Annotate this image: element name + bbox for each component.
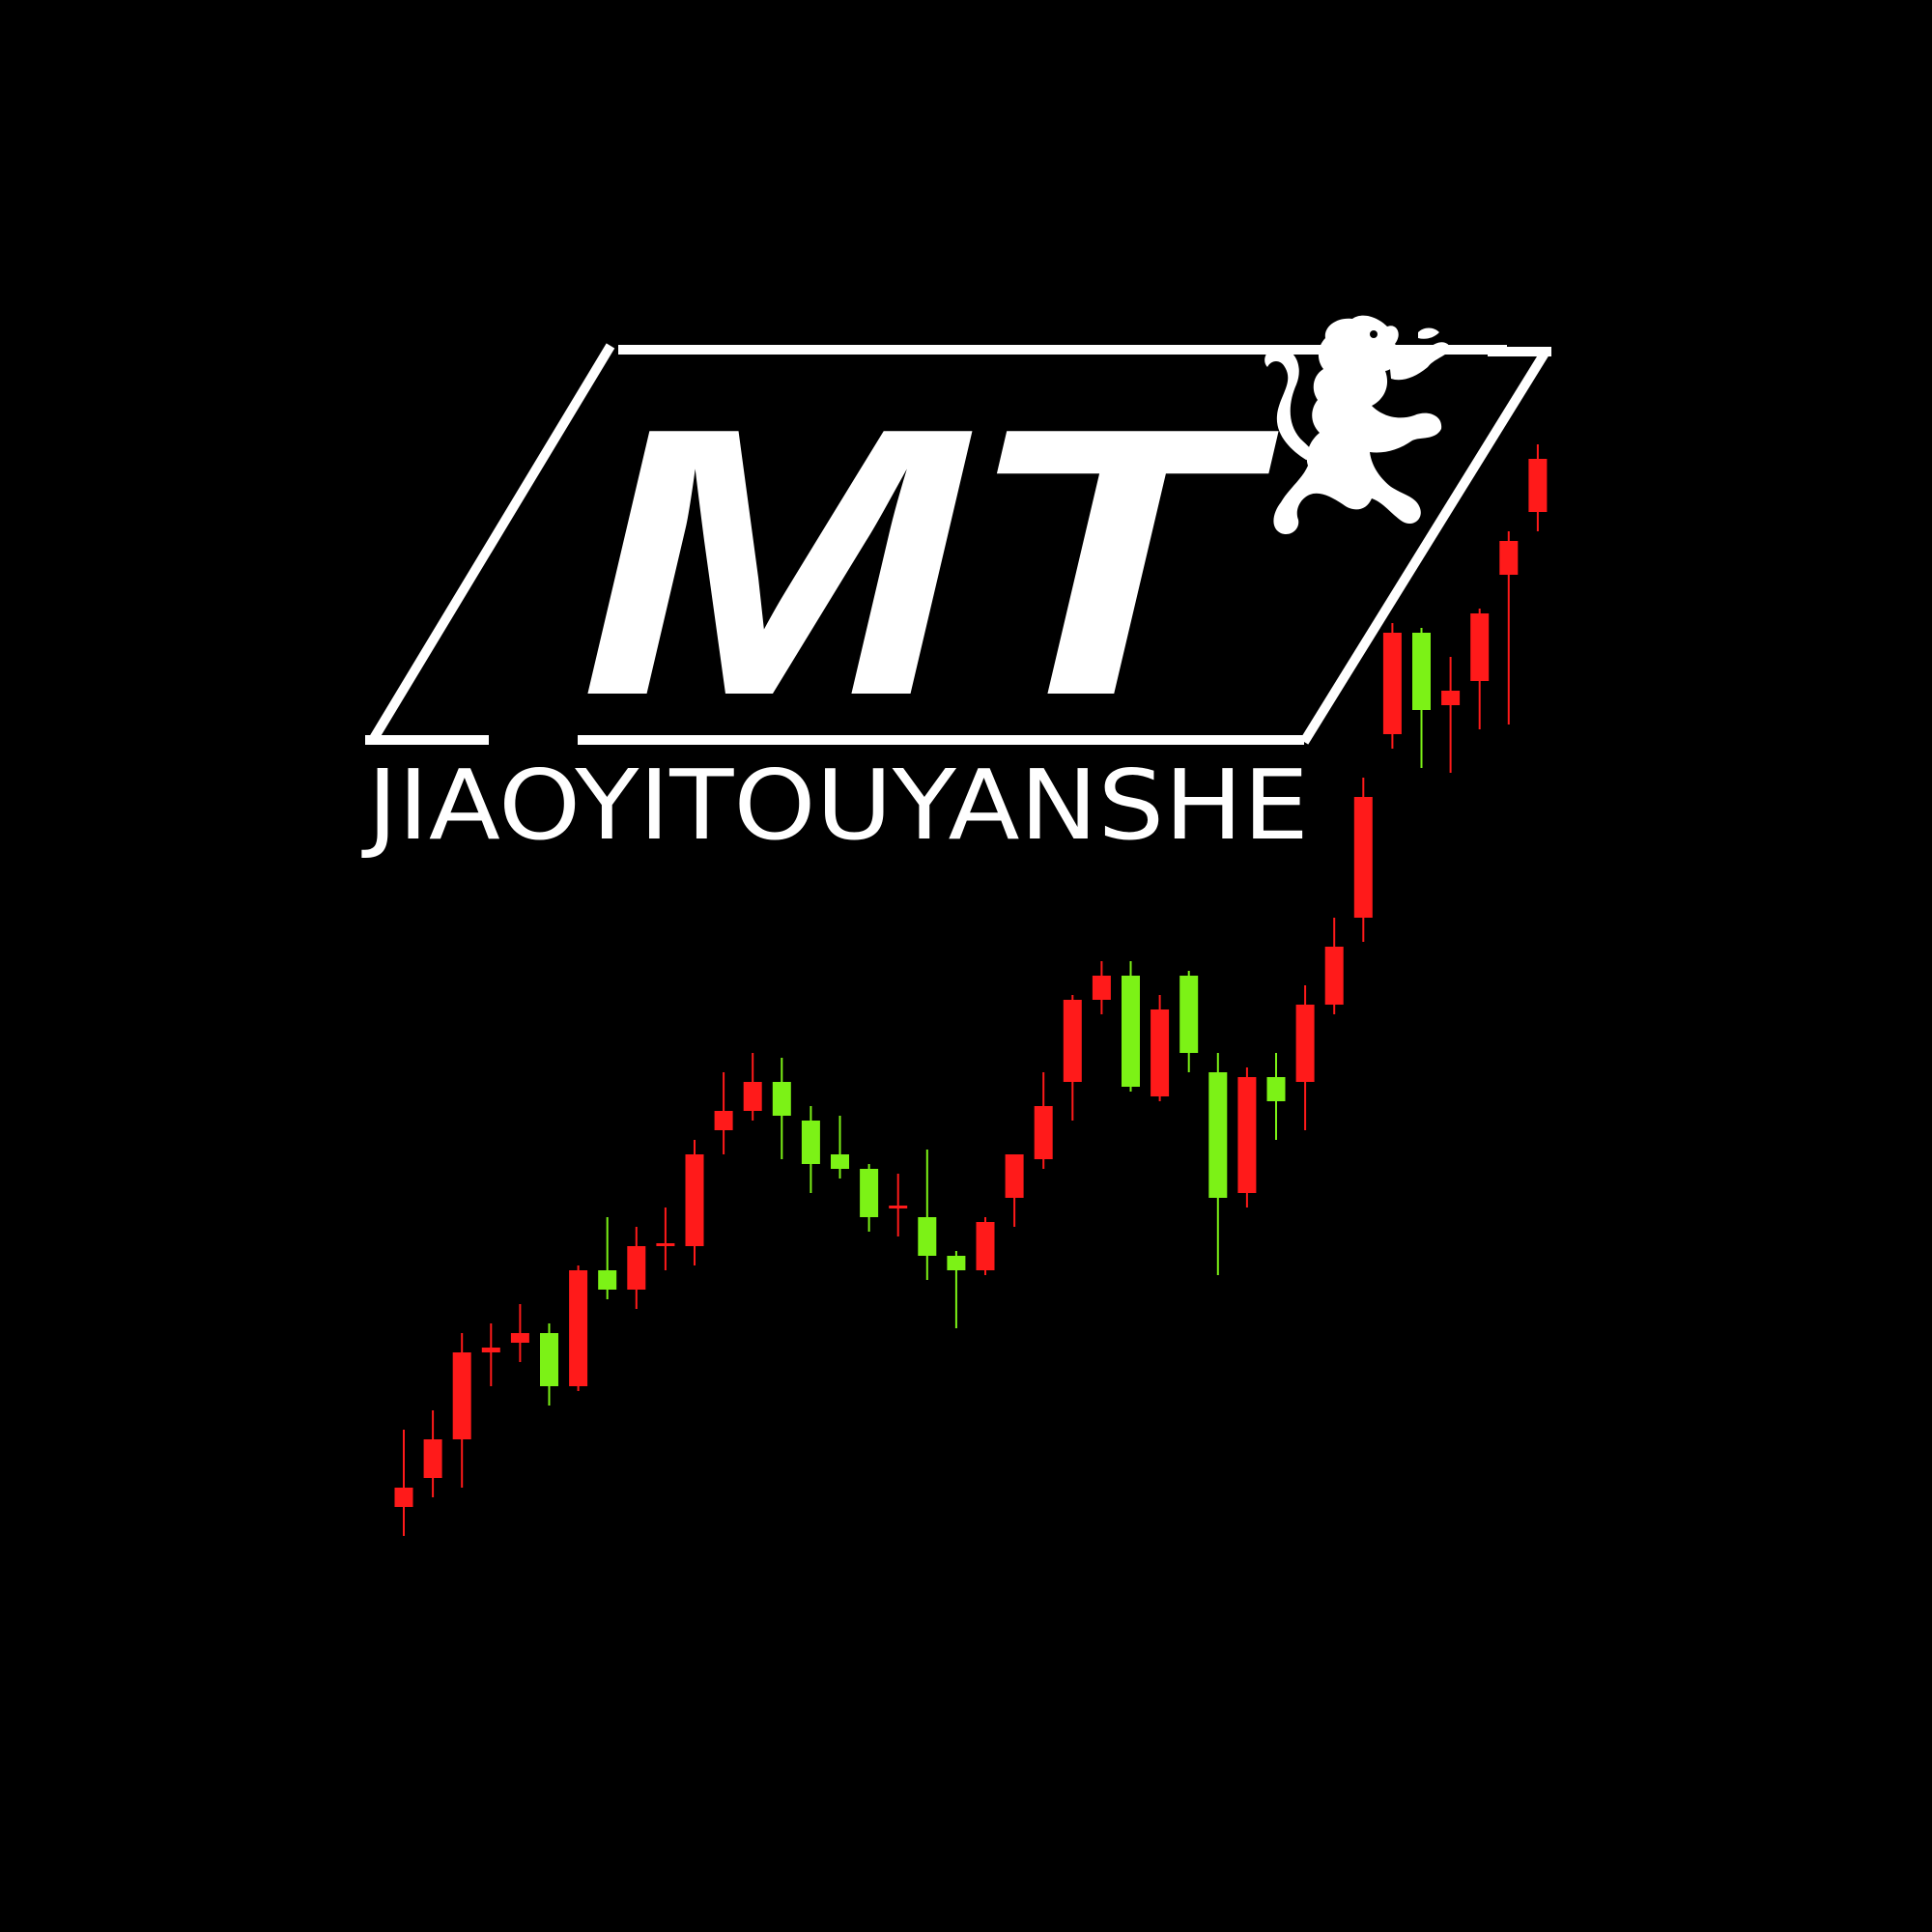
candle-body <box>714 1111 733 1130</box>
candle-body <box>976 1222 995 1270</box>
candle-body <box>801 1121 820 1164</box>
candle-body <box>540 1333 558 1386</box>
candle-body <box>1179 976 1199 1053</box>
candle-body <box>1151 1009 1170 1096</box>
candle-body <box>685 1154 704 1246</box>
candle-body <box>860 1169 879 1217</box>
candle <box>1266 1053 1286 1140</box>
candle-body <box>1063 1000 1082 1082</box>
logo-letters: MT <box>580 348 1282 775</box>
candle-body <box>1092 976 1111 1000</box>
candle <box>1324 918 1344 1014</box>
candle-body <box>772 1082 791 1116</box>
candle <box>627 1227 646 1309</box>
frame-left-edge <box>368 343 615 743</box>
rampant-lion-icon <box>1264 315 1451 535</box>
candle <box>1063 995 1082 1121</box>
candle <box>540 1323 558 1406</box>
candlestick-chart <box>394 444 1548 1536</box>
candle <box>772 1058 791 1159</box>
candle-body <box>1441 691 1461 705</box>
candle-body <box>1122 976 1140 1087</box>
candle-body <box>1528 459 1548 512</box>
candle <box>394 1430 413 1536</box>
candle-body <box>656 1243 675 1246</box>
candle <box>743 1053 762 1121</box>
candle-body <box>598 1270 617 1290</box>
candle-body <box>569 1270 588 1386</box>
candle-body <box>889 1206 908 1208</box>
candle-body <box>452 1352 471 1439</box>
candle <box>423 1410 442 1497</box>
candle <box>1412 628 1431 768</box>
candle <box>1470 609 1490 729</box>
candle <box>481 1323 500 1386</box>
candle <box>976 1217 995 1275</box>
candle <box>947 1251 966 1328</box>
candle-body <box>1412 633 1431 710</box>
candle-body <box>1295 1005 1315 1082</box>
candle <box>714 1072 733 1154</box>
candle-body <box>1208 1072 1228 1198</box>
candle <box>569 1265 588 1391</box>
candle-body <box>1266 1077 1286 1101</box>
candle <box>1122 961 1140 1092</box>
candle <box>1382 623 1402 749</box>
candle <box>1208 1053 1228 1275</box>
candle-body <box>1353 797 1373 918</box>
candle-body <box>394 1488 413 1507</box>
candle <box>1151 995 1170 1101</box>
candle <box>831 1116 849 1179</box>
candle <box>452 1333 471 1488</box>
candle-body <box>1237 1077 1257 1193</box>
candle <box>1179 971 1199 1072</box>
candle-body <box>627 1246 646 1290</box>
brand-name: JIAOYITOUYANSHE <box>361 749 1309 862</box>
candle <box>801 1106 820 1193</box>
candle-body <box>1324 947 1344 1005</box>
candle <box>1034 1072 1053 1169</box>
candle-body <box>1470 613 1490 681</box>
candle-body <box>1005 1154 1024 1198</box>
candle <box>1092 961 1111 1014</box>
candle <box>1528 444 1548 531</box>
candle-body <box>510 1333 529 1343</box>
candle <box>1295 985 1315 1130</box>
candle <box>685 1140 704 1265</box>
candle <box>860 1164 879 1232</box>
candle-body <box>831 1154 849 1169</box>
candle-body <box>1499 541 1519 575</box>
candle <box>1499 531 1519 724</box>
candle <box>1441 657 1461 773</box>
candle <box>1353 778 1373 942</box>
candle-body <box>1382 633 1402 734</box>
candle <box>889 1174 908 1236</box>
candle-body <box>423 1439 442 1478</box>
candle <box>510 1304 529 1362</box>
candle <box>598 1217 617 1299</box>
candle <box>918 1150 937 1280</box>
candle-body <box>947 1256 966 1270</box>
candle-body <box>918 1217 937 1256</box>
candle-body <box>481 1348 500 1352</box>
candle-body <box>743 1082 762 1111</box>
candle <box>1237 1067 1257 1208</box>
candle <box>1005 1154 1024 1227</box>
candle <box>656 1208 675 1270</box>
frame-right-edge <box>1299 349 1550 745</box>
candle-body <box>1034 1106 1053 1159</box>
